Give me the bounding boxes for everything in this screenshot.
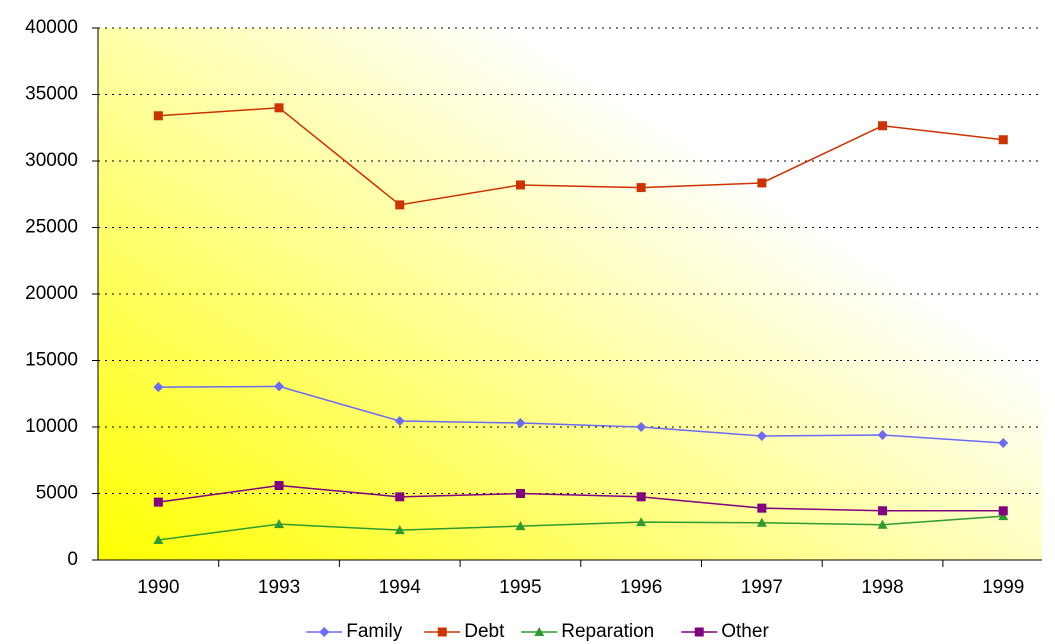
x-tick-label: 1990	[137, 577, 179, 598]
y-tick-label: 20000	[25, 283, 78, 304]
point	[395, 492, 405, 502]
point	[515, 180, 525, 190]
y-tick-label: 35000	[25, 84, 78, 105]
point	[274, 481, 284, 491]
point	[394, 525, 405, 535]
point	[998, 437, 1009, 448]
y-tick-label: 15000	[25, 350, 78, 371]
point	[153, 382, 164, 393]
legend-label: Other	[721, 621, 769, 642]
plot-area	[98, 28, 1042, 560]
point	[515, 418, 526, 429]
point	[274, 519, 285, 529]
y-tick-label: 0	[67, 549, 78, 570]
point	[515, 489, 525, 498]
point	[394, 416, 405, 427]
point	[636, 492, 646, 502]
point	[153, 497, 163, 507]
legend-label: Reparation	[561, 621, 654, 642]
point	[998, 135, 1008, 145]
point	[877, 519, 888, 529]
series-line	[158, 385, 1004, 444]
point	[395, 200, 405, 210]
point	[878, 121, 888, 131]
point	[998, 506, 1008, 516]
legend-label: Debt	[464, 621, 505, 642]
point	[153, 111, 163, 121]
y-tick-label: 10000	[25, 416, 78, 437]
y-tick-label: 25000	[25, 217, 78, 238]
point	[877, 429, 888, 440]
point	[757, 503, 767, 513]
point	[274, 103, 284, 113]
point	[153, 535, 164, 545]
x-tick-label: 1996	[620, 577, 662, 598]
x-tick-label: 1998	[861, 577, 903, 598]
series-line	[158, 107, 1004, 206]
legend-marker	[534, 627, 545, 636]
series-line	[158, 484, 1004, 512]
x-tick-label: 1997	[741, 577, 783, 598]
x-tick-label: 1993	[258, 577, 300, 598]
point	[515, 521, 526, 531]
point	[636, 517, 647, 527]
x-tick-label: 1995	[499, 577, 541, 598]
point	[878, 506, 888, 516]
x-tick-label: 1999	[982, 577, 1024, 598]
legend-marker	[437, 627, 447, 637]
legend-marker	[694, 627, 704, 637]
y-tick-label: 30000	[25, 150, 78, 171]
x-tick-label: 1994	[379, 577, 422, 598]
point	[274, 381, 285, 392]
series-line	[158, 515, 1004, 541]
point	[998, 511, 1009, 521]
legend-label: Family	[346, 621, 402, 642]
legend-marker	[319, 627, 330, 637]
point	[757, 178, 767, 188]
point	[756, 431, 767, 442]
y-tick-label: 40000	[25, 17, 78, 38]
point	[636, 183, 646, 193]
y-tick-label: 5000	[36, 483, 78, 504]
point	[756, 517, 767, 527]
point	[636, 422, 647, 432]
